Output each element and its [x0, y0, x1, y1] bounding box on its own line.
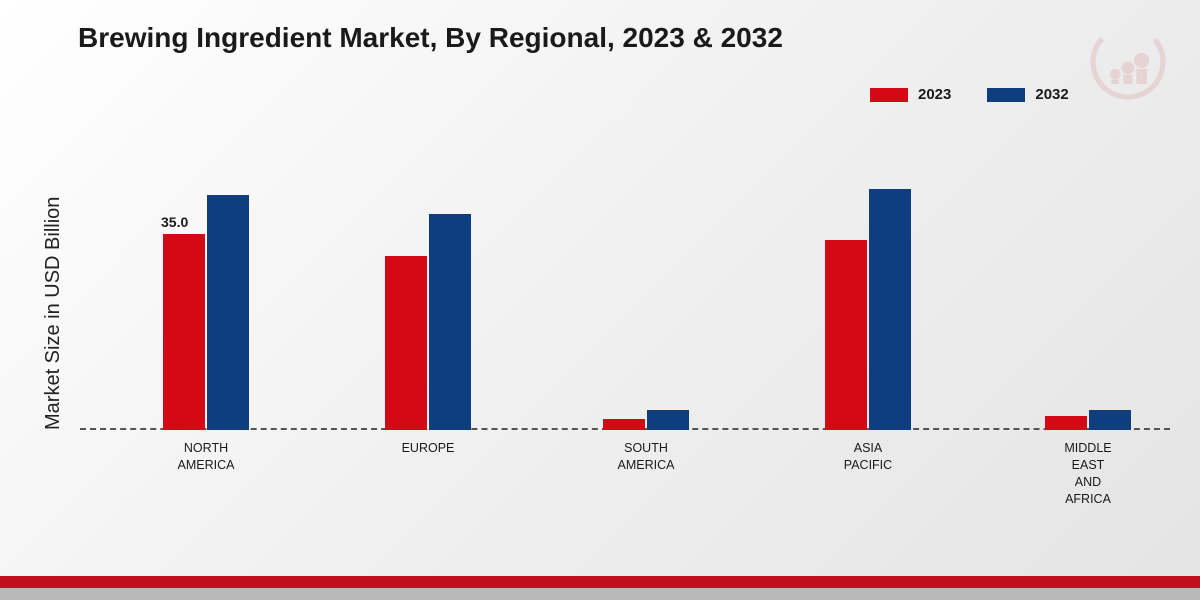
legend-label-2023: 2023 — [918, 86, 951, 103]
footer-red-bar — [0, 576, 1200, 588]
bar-value-label: 35.0 — [161, 214, 188, 230]
footer-grey-bar — [0, 588, 1200, 600]
y-axis-label: Market Size in USD Billion — [42, 197, 65, 430]
legend-item-2023: 2023 — [870, 86, 951, 103]
bar — [603, 419, 645, 430]
bar-group — [163, 195, 249, 430]
legend-swatch-2023 — [870, 88, 908, 102]
x-axis-category-label: NORTHAMERICA — [151, 440, 261, 474]
bar — [163, 234, 205, 430]
watermark-logo-icon — [1090, 24, 1166, 100]
bar-group — [1045, 410, 1131, 430]
bar — [1045, 416, 1087, 430]
bar — [429, 214, 471, 430]
bar — [207, 195, 249, 430]
x-axis-category-label: SOUTHAMERICA — [591, 440, 701, 474]
legend-swatch-2032 — [987, 88, 1025, 102]
x-axis-category-label: EUROPE — [373, 440, 483, 457]
bar — [385, 256, 427, 430]
bar-group — [603, 410, 689, 430]
chart-title: Brewing Ingredient Market, By Regional, … — [78, 22, 783, 54]
legend: 2023 2032 — [870, 86, 1069, 103]
bar — [825, 240, 867, 430]
x-axis-category-label: MIDDLEEASTANDAFRICA — [1033, 440, 1143, 508]
bar-group — [825, 189, 911, 430]
bar — [869, 189, 911, 430]
legend-label-2032: 2032 — [1035, 86, 1068, 103]
bar — [1089, 410, 1131, 430]
plot-area — [80, 150, 1170, 430]
x-axis-category-label: ASIAPACIFIC — [813, 440, 923, 474]
bar-group — [385, 214, 471, 430]
bar — [647, 410, 689, 430]
legend-item-2032: 2032 — [987, 86, 1068, 103]
